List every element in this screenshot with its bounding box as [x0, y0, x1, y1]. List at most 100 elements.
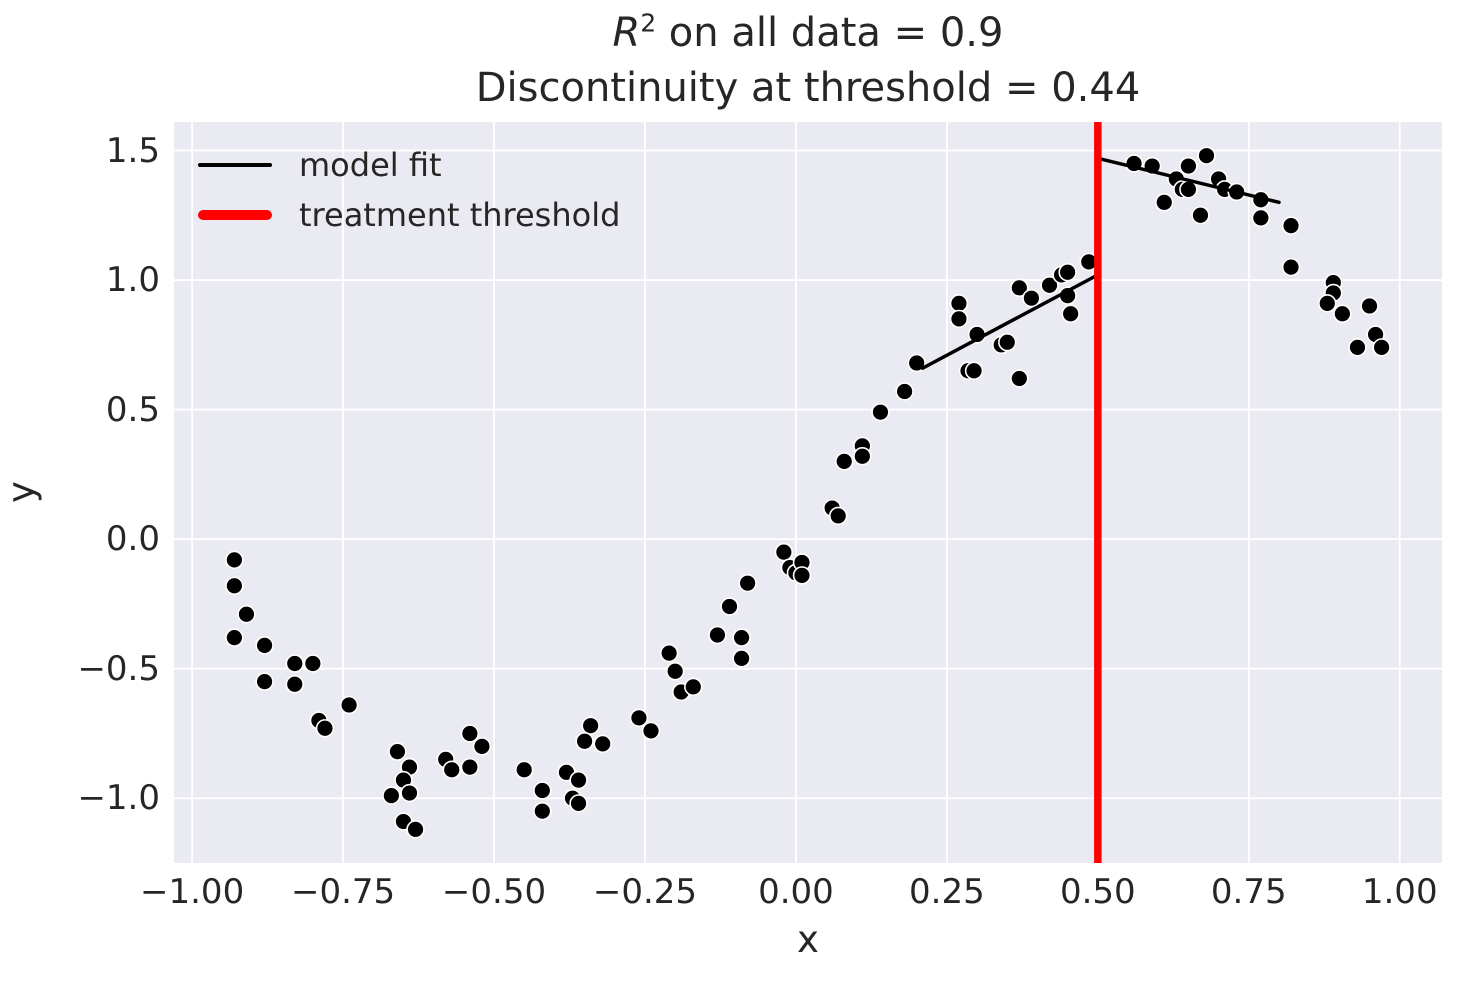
scatter-point — [569, 794, 588, 813]
x-tick-label: −1.00 — [140, 872, 245, 912]
scatter-point — [1348, 338, 1367, 357]
y-tick-label: 1.0 — [105, 260, 160, 301]
scatter-point — [1179, 156, 1198, 176]
scatter-point — [1197, 146, 1216, 165]
scatter-point — [255, 636, 274, 655]
x-tick-label: 0.25 — [909, 872, 985, 912]
scatter-point — [708, 625, 727, 645]
scatter-point — [237, 605, 256, 624]
scatter-point — [1281, 216, 1301, 235]
scatter-point — [1372, 338, 1391, 357]
scatter-point — [720, 597, 739, 616]
scatter-point — [406, 820, 425, 839]
scatter-point — [828, 506, 848, 526]
title-r-superscript: 2 — [640, 8, 657, 38]
scatter-point — [665, 662, 685, 681]
scatter-point — [871, 402, 890, 422]
scatter-point — [907, 353, 926, 373]
scatter-point — [515, 760, 534, 779]
scatter-point — [575, 732, 594, 751]
scatter-point — [1333, 304, 1352, 323]
legend-label-model-fit: model fit — [299, 146, 442, 184]
x-tick-label: 0.50 — [1059, 872, 1136, 912]
scatter-point — [1360, 296, 1379, 316]
scatter-point — [533, 801, 552, 821]
scatter-point — [1058, 263, 1077, 282]
scatter-point — [285, 654, 304, 673]
title-r-symbol: R — [612, 10, 641, 56]
x-tick-label: 0.75 — [1210, 872, 1287, 912]
scatter-point — [255, 672, 274, 691]
scatter-point — [1251, 208, 1271, 228]
scatter-point — [1281, 257, 1301, 277]
scatter-point — [460, 757, 480, 777]
y-tick-label: 0.5 — [105, 389, 160, 430]
y-tick-label: 0.0 — [105, 519, 160, 560]
scatter-point — [684, 677, 703, 697]
scatter-point — [388, 742, 407, 761]
scatter-point — [659, 643, 679, 663]
scatter-point — [1010, 278, 1029, 298]
scatter-point — [382, 786, 401, 805]
scatter-point — [569, 770, 588, 790]
x-axis-label: x — [797, 918, 819, 961]
plot-area: model fit treatment threshold — [174, 122, 1442, 863]
scatter-point — [1061, 304, 1080, 323]
x-tick-label: −0.25 — [592, 872, 698, 912]
scatter-point — [581, 716, 600, 735]
model-fit-line-swatch — [198, 163, 272, 167]
fit-right-of-threshold — [1096, 156, 1281, 205]
scatter-point — [1022, 288, 1041, 308]
chart-title-line1: R2 on all data = 0.9 — [174, 6, 1442, 61]
x-tick-label: −0.75 — [290, 872, 396, 912]
legend-item-treatment-threshold: treatment threshold — [198, 190, 620, 240]
fit-left-of-threshold — [920, 273, 1100, 370]
scatter-point — [1010, 369, 1029, 388]
scatter-point — [1040, 276, 1059, 295]
scatter-point — [732, 628, 751, 647]
scatter-point — [998, 333, 1017, 352]
scatter-point — [1318, 294, 1337, 313]
x-tick-label: 1.00 — [1361, 872, 1438, 912]
scatter-point — [533, 781, 552, 800]
scatter-point — [792, 566, 812, 585]
scatter-point — [225, 628, 244, 647]
scatter-point — [895, 382, 914, 401]
scatter-point — [949, 309, 969, 329]
y-tick-label: 1.5 — [105, 130, 160, 171]
y-axis-label: y — [0, 481, 43, 503]
scatter-point — [1191, 206, 1210, 225]
y-tick-label: −1.0 — [77, 778, 160, 819]
scatter-point — [225, 550, 244, 570]
x-tick-label: 0.00 — [758, 872, 834, 912]
treatment-threshold-line-swatch — [198, 210, 272, 220]
chart-title-line2: Discontinuity at threshold = 0.44 — [475, 65, 1141, 112]
scatter-point — [442, 760, 461, 779]
scatter-point — [303, 654, 323, 673]
scatter-point — [949, 294, 969, 313]
scatter-point — [835, 452, 854, 471]
scatter-point — [315, 719, 335, 738]
scatter-point — [732, 649, 751, 668]
chart-title: R2 on all data = 0.9 Discontinuity at th… — [174, 6, 1442, 116]
scatter-point — [472, 737, 492, 756]
x-tick-label: −0.50 — [441, 872, 547, 912]
scatter-point — [593, 734, 612, 754]
scatter-point — [225, 576, 244, 595]
scatter-point — [853, 447, 872, 466]
chart-canvas — [174, 122, 1442, 863]
scatter-point — [339, 695, 359, 715]
scatter-point — [964, 361, 984, 380]
scatter-point — [460, 724, 480, 743]
legend: model fit treatment threshold — [198, 140, 620, 240]
scatter-point — [629, 708, 649, 728]
scatter-point — [774, 542, 794, 562]
y-tick-label: −0.5 — [77, 648, 160, 689]
scatter-point — [738, 573, 757, 593]
title-line1-rest: on all data = 0.9 — [656, 10, 1004, 56]
scatter-point — [285, 675, 304, 694]
scatter-point — [400, 783, 419, 803]
legend-label-treatment-threshold: treatment threshold — [299, 196, 621, 234]
legend-item-model-fit: model fit — [198, 140, 620, 190]
